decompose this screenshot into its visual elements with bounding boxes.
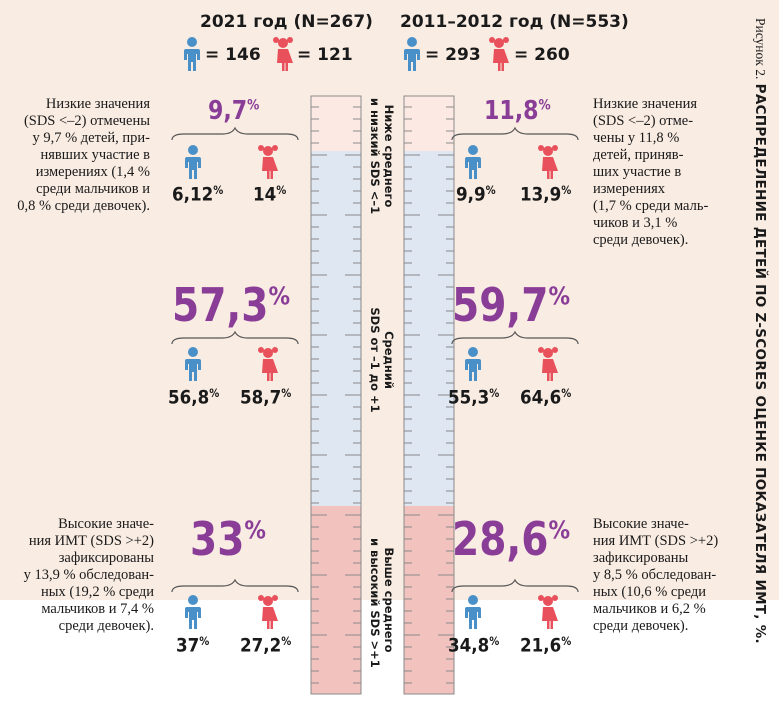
left-ruler	[310, 95, 362, 695]
right-high-boys: 34,8%	[448, 634, 500, 657]
figure-title: РАСПРЕДЕЛЕНИЕ ДЕТЕЙ ПО Z-SCORES ОЦЕНКЕ П…	[752, 83, 768, 644]
zone-low-label: Ниже среднего и низкий SDS <–1	[368, 97, 396, 215]
left-high-girls: 27,2%	[240, 634, 292, 657]
figure-caption: Рисунок 2. РАСПРЕДЕЛЕНИЕ ДЕТЕЙ ПО Z-SCOR…	[752, 18, 768, 644]
girl-icon	[258, 595, 278, 629]
girl-icon	[258, 347, 278, 381]
right-high-brace	[451, 578, 579, 593]
zone-high-label: Выше среднего и высокий SDS >+1	[368, 538, 396, 668]
left-high-boys: 37%	[176, 634, 210, 657]
left-high-total: 33%	[190, 512, 266, 566]
left-low-girls: 14%	[253, 183, 287, 206]
boy-icon	[185, 145, 201, 179]
right-high-total: 28,6%	[452, 512, 571, 566]
right-low-brace	[451, 126, 579, 141]
left-low-note: Низкие значения (SDS <–2) отмечены у 9,7 %…	[17, 96, 150, 214]
left-mid-girls: 58,7%	[240, 386, 292, 409]
right-low-girls: 13,9%	[520, 183, 572, 206]
left-boys-count: = 146	[205, 45, 261, 65]
boy-icon	[185, 347, 201, 381]
right-column-title: 2011–2012 год (N=553)	[400, 12, 629, 32]
girl-icon	[538, 595, 558, 629]
left-mid-brace	[171, 330, 299, 345]
girl-icon	[489, 37, 509, 71]
boy-icon	[465, 347, 481, 381]
left-low-brace	[171, 126, 299, 141]
right-mid-total: 59,7%	[452, 278, 571, 332]
right-low-boys: 9,9%	[456, 183, 496, 206]
left-low-boys: 6,12%	[172, 183, 224, 206]
right-mid-girls: 64,6%	[520, 386, 572, 409]
girl-icon	[273, 37, 293, 71]
girl-icon	[258, 145, 278, 179]
left-mid-boys: 56,8%	[168, 386, 220, 409]
right-high-girls: 21,6%	[520, 634, 572, 657]
left-mid-total: 57,3%	[172, 278, 291, 332]
boy-icon	[465, 145, 481, 179]
right-girls-count: = 260	[514, 45, 570, 65]
figure-label: Рисунок 2.	[753, 18, 768, 80]
zone-mid-label: Средний SDS от –1 до +1	[368, 307, 396, 413]
right-low-note: Низкие значения (SDS <–2) отме-чены у 11,…	[593, 96, 709, 248]
left-high-note: Высокие значе-ния ИМТ (SDS >+2) зафиксиро…	[23, 516, 154, 634]
left-column-title: 2021 год (N=267)	[200, 12, 373, 32]
left-low-total: 9,7%	[208, 96, 260, 126]
boy-icon	[465, 595, 481, 629]
right-boys-count: = 293	[425, 45, 481, 65]
right-low-total: 11,8%	[484, 96, 551, 126]
girl-icon	[538, 145, 558, 179]
left-girls-count: = 121	[297, 45, 353, 65]
boy-icon	[185, 595, 201, 629]
right-mid-brace	[451, 330, 579, 345]
right-ruler	[403, 95, 455, 695]
right-high-note: Высокие значе-ния ИМТ (SDS >+2) зафиксиро…	[593, 516, 719, 634]
left-high-brace	[171, 578, 299, 593]
girl-icon	[538, 347, 558, 381]
boy-icon	[184, 37, 200, 71]
boy-icon	[404, 37, 420, 71]
right-mid-boys: 55,3%	[448, 386, 500, 409]
